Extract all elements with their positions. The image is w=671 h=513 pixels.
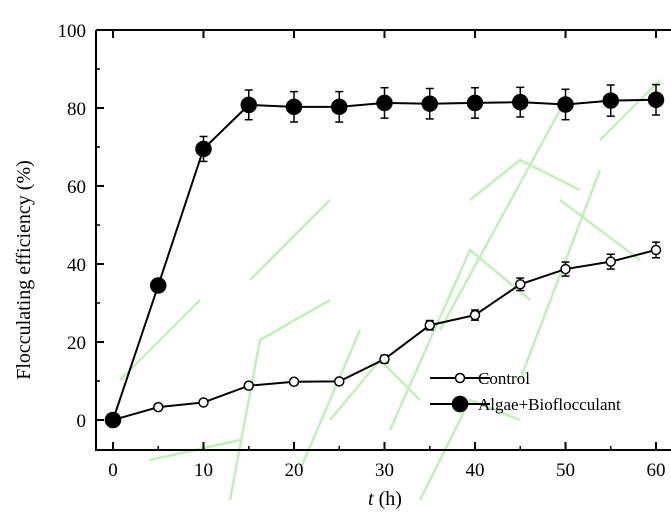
y-tick-label: 60 <box>67 177 86 198</box>
watermark <box>119 79 661 501</box>
data-point <box>647 91 665 109</box>
watermark-stroke <box>249 199 331 281</box>
data-point <box>195 140 212 158</box>
data-point <box>334 376 345 387</box>
series-layer <box>104 83 665 429</box>
series-1 <box>104 83 665 429</box>
data-point <box>379 353 390 365</box>
watermark-stroke <box>559 199 641 261</box>
x-tick-label: 20 <box>285 460 304 481</box>
legend-label: Algae+Bioflocculant <box>478 395 621 414</box>
x-axis-ticks: 0 10 20 30 40 50 60 <box>108 30 666 481</box>
data-point <box>602 92 619 109</box>
y-tick-label: 80 <box>67 99 86 120</box>
data-point <box>424 319 435 331</box>
y-tick-label: 0 <box>77 411 87 432</box>
data-point <box>421 95 438 112</box>
x-tick-label: 40 <box>466 460 485 481</box>
data-point <box>376 94 393 112</box>
series-0 <box>107 241 662 426</box>
legend-marker <box>454 372 466 384</box>
y-tick-label: 100 <box>58 21 87 42</box>
legend-marker <box>451 395 469 413</box>
watermark-stroke <box>438 109 562 331</box>
data-point <box>605 256 616 267</box>
data-point <box>243 380 254 391</box>
watermark-stroke <box>388 247 531 431</box>
x-tick-label: 10 <box>194 460 213 481</box>
data-point <box>240 96 257 114</box>
data-point <box>515 279 526 290</box>
x-axis-title-variable: t <box>368 488 374 510</box>
watermark-stroke <box>599 79 661 141</box>
data-point <box>153 401 164 413</box>
series-line <box>112 98 657 421</box>
data-point <box>104 411 122 429</box>
watermark-stroke <box>228 298 331 501</box>
plot-frame <box>95 29 671 451</box>
data-point <box>288 376 300 388</box>
axis-lines <box>95 30 671 451</box>
legend-label: Control <box>478 369 530 388</box>
watermark-stroke <box>518 169 602 381</box>
data-point <box>466 94 484 112</box>
legend: Control Algae+Bioflocculant <box>430 369 621 414</box>
data-point <box>557 96 574 113</box>
watermark-stroke <box>298 329 362 471</box>
data-point <box>198 397 209 408</box>
y-tick-label: 40 <box>67 255 86 276</box>
x-axis-title: t (h) <box>368 488 402 510</box>
data-point <box>331 98 348 116</box>
y-axis-title: Flocculating efficiency (%) <box>13 160 35 380</box>
x-tick-label: 60 <box>647 460 666 481</box>
y-axis-ticks: 0 20 40 60 80 100 <box>58 21 104 432</box>
data-point <box>650 244 662 256</box>
data-point <box>285 98 303 116</box>
x-tick-label: 50 <box>556 460 575 481</box>
data-point <box>150 277 167 294</box>
y-tick-label: 20 <box>67 333 86 354</box>
data-point <box>469 309 481 321</box>
data-point <box>560 263 571 275</box>
x-axis-title-unit: (h) <box>379 488 402 510</box>
watermark-stroke <box>469 158 581 201</box>
x-tick-label: 0 <box>108 460 118 481</box>
data-point <box>512 93 529 111</box>
watermark-stroke <box>119 299 201 381</box>
x-tick-label: 30 <box>375 460 394 481</box>
watermark-stroke <box>418 398 521 501</box>
